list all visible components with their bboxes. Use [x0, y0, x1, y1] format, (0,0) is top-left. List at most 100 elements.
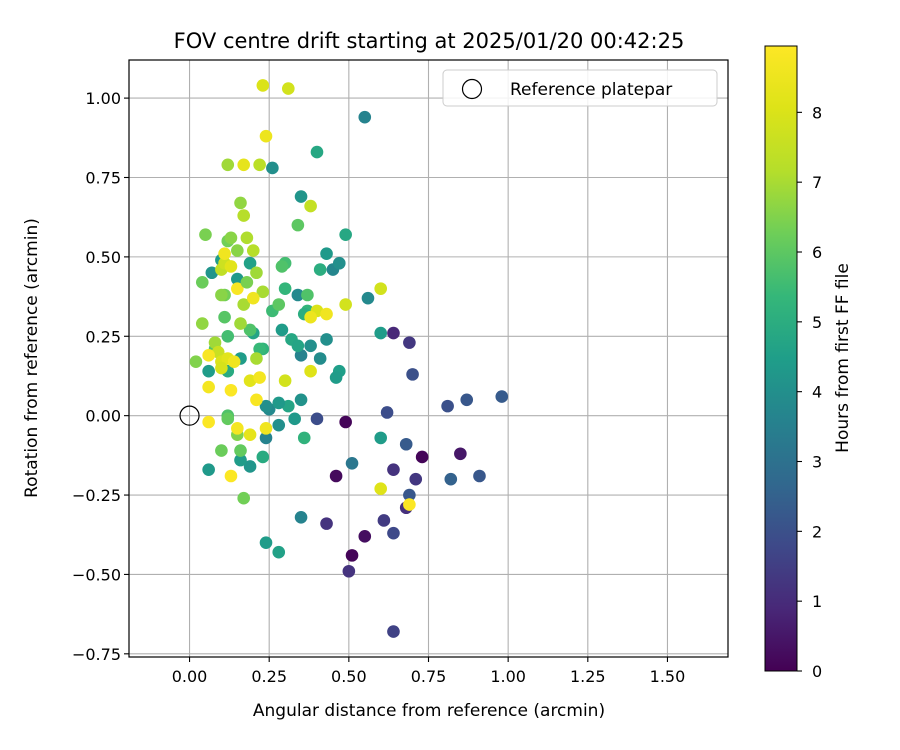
scatter-point: [218, 310, 231, 324]
scatter-point: [272, 545, 286, 559]
y-tick-label: −0.50: [72, 565, 121, 584]
scatter-point: [339, 298, 352, 311]
scatter-point: [224, 260, 238, 273]
scatter-point: [294, 190, 308, 203]
scatter-point: [266, 161, 279, 175]
legend-box: [442, 69, 718, 107]
x-tick-label: 0.00: [172, 667, 208, 686]
colorbar-tick-label: 3: [812, 453, 822, 472]
scatter-point: [454, 447, 467, 461]
scatter-point: [358, 530, 372, 543]
scatter-point: [278, 282, 292, 295]
scatter-point: [313, 263, 327, 276]
scatter-point: [224, 469, 238, 483]
x-axis-label: Angular distance from reference (arcmin): [253, 701, 605, 721]
colorbar-tick-label: 2: [812, 522, 822, 541]
colorbar-tick-label: 0: [812, 662, 822, 681]
scatter-point: [243, 256, 257, 270]
colorbar-tick-label: 7: [812, 173, 822, 192]
scatter-point: [282, 82, 295, 95]
scatter-point: [240, 275, 254, 289]
scatter-point: [387, 463, 400, 476]
colorbar-label: Hours from first FF file: [833, 263, 853, 453]
scatter-point: [231, 244, 244, 257]
scatter-point: [221, 329, 235, 343]
grid-lines: [129, 60, 728, 657]
scatter-point: [259, 536, 273, 549]
scatter-point: [380, 406, 394, 419]
scatter-point: [234, 317, 247, 330]
scatter-point: [294, 393, 308, 407]
scatter-point: [387, 625, 400, 638]
scatter-point: [221, 158, 235, 172]
scatter-point: [387, 526, 400, 540]
colorbar-ticks: 0 1 2 3 4 5 6 7 8: [797, 103, 822, 681]
scatter-point: [329, 469, 343, 483]
scatter-point: [246, 291, 260, 305]
scatter-point: [240, 231, 254, 245]
scatter-point: [215, 444, 228, 457]
scatter-point: [218, 247, 231, 261]
scatter-point: [444, 472, 458, 486]
x-tick-label: 1.50: [650, 667, 686, 686]
scatter-point: [234, 453, 247, 467]
scatter-point: [320, 307, 333, 321]
y-tick-label: 0.75: [85, 168, 121, 187]
scatter-point: [231, 422, 244, 435]
scatter-point: [403, 336, 416, 349]
scatter-point: [231, 272, 244, 286]
scatter-point: [358, 110, 372, 124]
scatter-point: [253, 371, 266, 384]
scatter-point: [291, 288, 305, 302]
scatter-point: [259, 431, 273, 445]
scatter-point: [253, 158, 266, 172]
scatter-point: [339, 228, 352, 241]
scatter-point: [256, 79, 270, 92]
scatter-point: [189, 355, 203, 368]
y-tick-label: 1.00: [85, 89, 121, 108]
scatter-point: [291, 339, 305, 353]
scatter-point: [304, 310, 317, 324]
scatter-point: [272, 418, 286, 432]
scatter-point: [199, 228, 212, 241]
scatter-point: [329, 371, 343, 384]
scatter-point: [195, 275, 209, 289]
scatter-point: [243, 428, 257, 442]
scatter-point: [237, 209, 251, 222]
scatter-point: [406, 368, 419, 381]
x-tick-label: 0.50: [331, 667, 367, 686]
data-points: [179, 79, 509, 638]
scatter-point: [195, 317, 209, 330]
scatter-point: [202, 380, 215, 394]
scatter-point: [304, 364, 317, 378]
chart-title: FOV centre drift starting at 2025/01/20 …: [174, 29, 685, 53]
axis-ticks: 0.00 0.25 0.50 0.75 1.00 1.25 1.50 −0.75 −0.50 −0…: [72, 89, 685, 686]
scatter-point: [202, 349, 215, 362]
scatter-point: [272, 298, 286, 311]
scatter-point: [234, 196, 247, 210]
scatter-point: [224, 383, 238, 397]
scatter-point: [231, 282, 244, 295]
scatter-point: [259, 422, 273, 435]
scatter-point: [345, 456, 359, 470]
scatter-point: [313, 352, 327, 365]
scatter-point: [460, 393, 474, 407]
scatter-point: [332, 256, 346, 270]
scatter-point: [224, 231, 238, 245]
scatter-point: [339, 415, 352, 429]
colorbar-tick-label: 6: [812, 243, 822, 262]
colorbar-tick-label: 5: [812, 313, 822, 332]
scatter-point: [310, 145, 324, 159]
scatter-point: [275, 323, 289, 337]
x-tick-label: 0.25: [251, 667, 287, 686]
scatter-point: [237, 158, 251, 172]
colorbar-tick-label: 4: [812, 383, 822, 402]
scatter-point: [246, 244, 260, 257]
reference-platepar-marker: [179, 405, 200, 426]
legend-marker-reference: [461, 78, 483, 100]
scatter-point: [202, 415, 215, 429]
scatter-point: [310, 412, 324, 426]
scatter-point: [415, 450, 429, 464]
scatter-point: [202, 463, 215, 476]
